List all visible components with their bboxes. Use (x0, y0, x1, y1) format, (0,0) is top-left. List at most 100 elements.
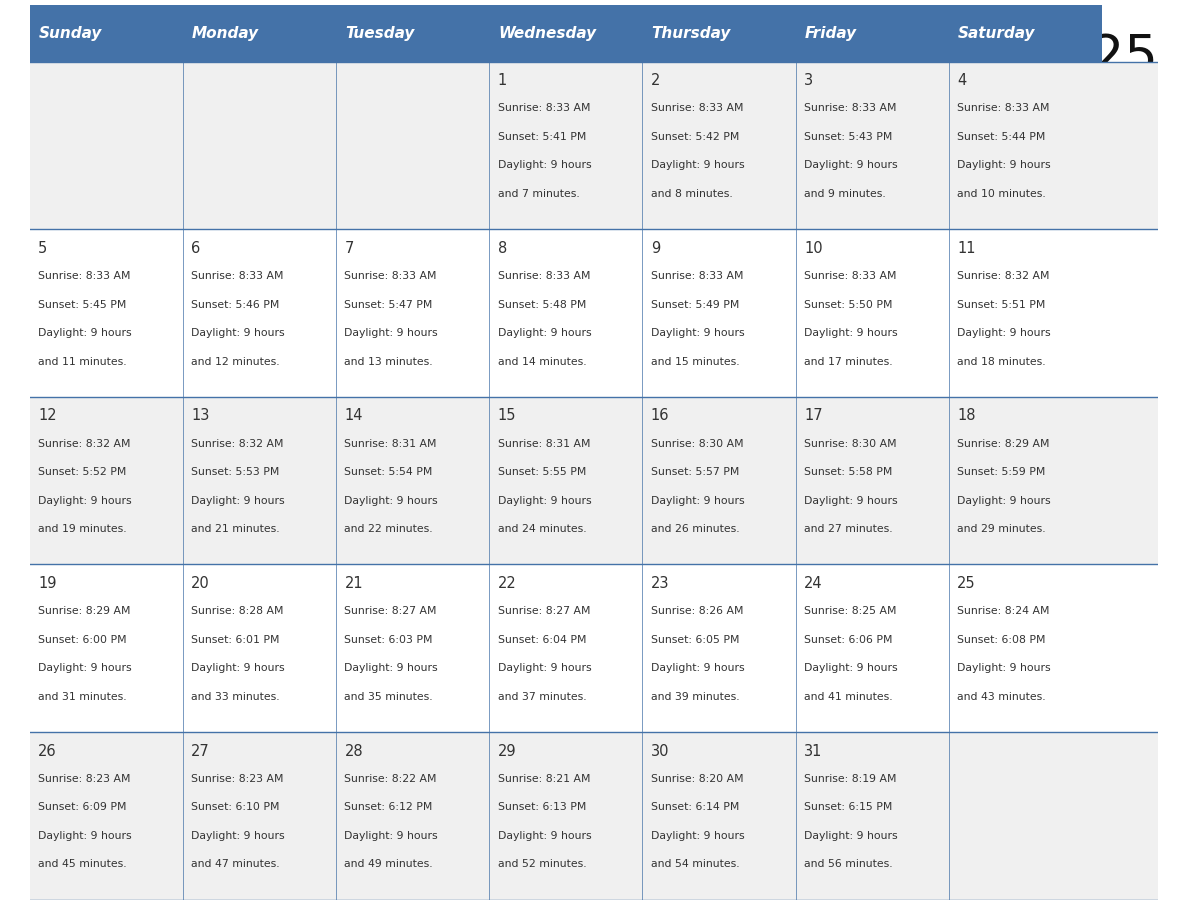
Text: Daylight: 9 hours: Daylight: 9 hours (38, 831, 132, 841)
Text: and 12 minutes.: and 12 minutes. (191, 356, 280, 366)
Text: Sunset: 5:46 PM: Sunset: 5:46 PM (191, 299, 279, 309)
Text: 7: 7 (345, 241, 354, 256)
Text: Daylight: 9 hours: Daylight: 9 hours (498, 664, 592, 673)
Text: Daylight: 9 hours: Daylight: 9 hours (651, 831, 745, 841)
Text: 13: 13 (191, 409, 209, 423)
Text: and 41 minutes.: and 41 minutes. (804, 692, 892, 701)
Text: Sunset: 5:57 PM: Sunset: 5:57 PM (651, 467, 739, 477)
Text: Sunset: 5:54 PM: Sunset: 5:54 PM (345, 467, 432, 477)
Text: Sunset: 5:41 PM: Sunset: 5:41 PM (498, 132, 586, 142)
Text: Sunset: 6:13 PM: Sunset: 6:13 PM (498, 802, 586, 812)
Text: Sunrise: 8:33 AM: Sunrise: 8:33 AM (38, 271, 131, 281)
Text: and 49 minutes.: and 49 minutes. (345, 859, 434, 869)
Text: Sunset: 6:12 PM: Sunset: 6:12 PM (345, 802, 432, 812)
Text: Sunrise: 8:27 AM: Sunrise: 8:27 AM (498, 606, 590, 616)
Text: Sunrise: 8:23 AM: Sunrise: 8:23 AM (38, 774, 131, 784)
Text: General: General (42, 49, 146, 73)
Text: 17: 17 (804, 409, 822, 423)
Text: and 7 minutes.: and 7 minutes. (498, 189, 580, 199)
Text: Sunset: 6:01 PM: Sunset: 6:01 PM (191, 634, 280, 644)
Text: and 56 minutes.: and 56 minutes. (804, 859, 892, 869)
Text: and 27 minutes.: and 27 minutes. (804, 524, 892, 534)
Text: and 26 minutes.: and 26 minutes. (651, 524, 739, 534)
FancyBboxPatch shape (643, 5, 796, 62)
Text: 21: 21 (345, 577, 364, 591)
Text: Sunset: 6:08 PM: Sunset: 6:08 PM (958, 634, 1045, 644)
Text: and 31 minutes.: and 31 minutes. (38, 692, 127, 701)
Text: Sunset: 6:14 PM: Sunset: 6:14 PM (651, 802, 739, 812)
Text: 27: 27 (191, 744, 210, 759)
Text: Daylight: 9 hours: Daylight: 9 hours (345, 664, 438, 673)
Text: 31: 31 (804, 744, 822, 759)
Text: Sunrise: 8:31 AM: Sunrise: 8:31 AM (345, 439, 437, 449)
FancyBboxPatch shape (30, 230, 1158, 397)
Text: Sunrise: 8:33 AM: Sunrise: 8:33 AM (498, 104, 590, 114)
Text: Sunset: 5:45 PM: Sunset: 5:45 PM (38, 299, 126, 309)
Text: January 2025: January 2025 (808, 32, 1158, 84)
Text: Sunset: 5:48 PM: Sunset: 5:48 PM (498, 299, 586, 309)
Text: Sunset: 6:10 PM: Sunset: 6:10 PM (191, 802, 280, 812)
Text: Tuesday: Tuesday (346, 26, 415, 40)
Text: and 18 minutes.: and 18 minutes. (958, 356, 1045, 366)
Text: Sunset: 5:55 PM: Sunset: 5:55 PM (498, 467, 586, 477)
Text: Sunrise: 8:24 AM: Sunrise: 8:24 AM (958, 606, 1050, 616)
Text: and 8 minutes.: and 8 minutes. (651, 189, 733, 199)
FancyBboxPatch shape (183, 5, 336, 62)
Text: 12: 12 (38, 409, 57, 423)
Text: Sunrise: 8:23 AM: Sunrise: 8:23 AM (191, 774, 284, 784)
Text: and 47 minutes.: and 47 minutes. (191, 859, 280, 869)
Text: Sunrise: 8:33 AM: Sunrise: 8:33 AM (191, 271, 284, 281)
Text: Daylight: 9 hours: Daylight: 9 hours (498, 161, 592, 171)
Text: 1: 1 (498, 73, 507, 88)
Text: Sunset: 5:47 PM: Sunset: 5:47 PM (345, 299, 432, 309)
Text: Sunset: 5:53 PM: Sunset: 5:53 PM (191, 467, 279, 477)
Text: and 29 minutes.: and 29 minutes. (958, 524, 1045, 534)
Text: Sunset: 5:58 PM: Sunset: 5:58 PM (804, 467, 892, 477)
Text: Daylight: 9 hours: Daylight: 9 hours (804, 831, 898, 841)
Text: Monday: Monday (192, 26, 259, 40)
Text: Sunrise: 8:33 AM: Sunrise: 8:33 AM (804, 271, 897, 281)
Text: Daylight: 9 hours: Daylight: 9 hours (191, 664, 285, 673)
Text: Daylight: 9 hours: Daylight: 9 hours (804, 161, 898, 171)
Text: Sunrise: 8:22 AM: Sunrise: 8:22 AM (345, 774, 437, 784)
Text: and 11 minutes.: and 11 minutes. (38, 356, 127, 366)
FancyBboxPatch shape (30, 397, 1158, 565)
FancyBboxPatch shape (30, 565, 1158, 732)
Text: 30: 30 (651, 744, 669, 759)
FancyBboxPatch shape (30, 5, 183, 62)
Text: Daylight: 9 hours: Daylight: 9 hours (651, 328, 745, 338)
Text: Daylight: 9 hours: Daylight: 9 hours (804, 328, 898, 338)
Text: 11: 11 (958, 241, 975, 256)
Text: 28: 28 (345, 744, 364, 759)
Text: 29: 29 (498, 744, 517, 759)
Text: 25: 25 (958, 577, 975, 591)
Text: 3: 3 (804, 73, 813, 88)
Text: Sunrise: 8:27 AM: Sunrise: 8:27 AM (345, 606, 437, 616)
Polygon shape (185, 27, 245, 95)
Text: Sunset: 5:51 PM: Sunset: 5:51 PM (958, 299, 1045, 309)
Text: and 39 minutes.: and 39 minutes. (651, 692, 739, 701)
Text: Daylight: 9 hours: Daylight: 9 hours (804, 664, 898, 673)
Text: and 15 minutes.: and 15 minutes. (651, 356, 739, 366)
Text: Sunrise: 8:30 AM: Sunrise: 8:30 AM (651, 439, 744, 449)
Text: Sunset: 5:50 PM: Sunset: 5:50 PM (804, 299, 892, 309)
Text: Sunset: 5:49 PM: Sunset: 5:49 PM (651, 299, 739, 309)
Text: Sunset: 6:05 PM: Sunset: 6:05 PM (651, 634, 739, 644)
Text: 18: 18 (958, 409, 975, 423)
Text: and 22 minutes.: and 22 minutes. (345, 524, 434, 534)
Text: Daylight: 9 hours: Daylight: 9 hours (345, 831, 438, 841)
Text: Sunrise: 8:29 AM: Sunrise: 8:29 AM (38, 606, 131, 616)
Text: 26: 26 (38, 744, 57, 759)
Text: Sunrise: 8:33 AM: Sunrise: 8:33 AM (345, 271, 437, 281)
Text: Daylight: 9 hours: Daylight: 9 hours (498, 496, 592, 506)
Text: Sunrise: 8:28 AM: Sunrise: 8:28 AM (191, 606, 284, 616)
Text: Sunrise: 8:32 AM: Sunrise: 8:32 AM (958, 271, 1050, 281)
Text: and 9 minutes.: and 9 minutes. (804, 189, 886, 199)
Text: Sunset: 5:43 PM: Sunset: 5:43 PM (804, 132, 892, 142)
Text: 10: 10 (804, 241, 822, 256)
Text: Daylight: 9 hours: Daylight: 9 hours (958, 496, 1050, 506)
Text: Daylight: 9 hours: Daylight: 9 hours (651, 161, 745, 171)
Text: Sunrise: 8:33 AM: Sunrise: 8:33 AM (651, 271, 744, 281)
Text: Daylight: 9 hours: Daylight: 9 hours (958, 161, 1050, 171)
Text: and 13 minutes.: and 13 minutes. (345, 356, 434, 366)
